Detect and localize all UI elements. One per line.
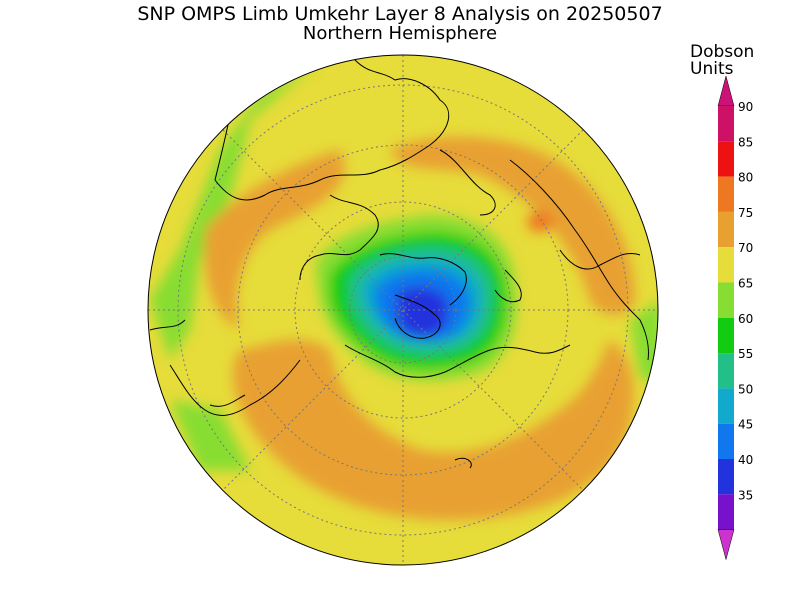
colorbar-segment xyxy=(718,353,734,389)
map-subtitle: Northern Hemisphere xyxy=(302,23,498,44)
ozone-field xyxy=(148,55,658,565)
colorbar-segment xyxy=(718,317,734,354)
colorbar-segment xyxy=(718,494,734,530)
field-patch-65 xyxy=(150,60,320,360)
colorbar-segment xyxy=(718,106,734,142)
colorbar-tick-label: 75 xyxy=(738,206,753,220)
colorbar-tick-label: 70 xyxy=(738,241,753,255)
graticule xyxy=(148,55,658,565)
colorbar-tick-label: 55 xyxy=(738,347,753,361)
colorbar-tick-label: 45 xyxy=(738,418,753,432)
colorbar-segment xyxy=(718,388,734,424)
field-band-75-ne xyxy=(390,136,635,315)
colorbar-segment xyxy=(718,247,734,283)
colorbar-bottom-arrow xyxy=(717,529,735,561)
colorbar-segment xyxy=(718,459,734,495)
colorbar-tick-label: 40 xyxy=(738,453,753,467)
colorbar-tick-label: 90 xyxy=(738,100,753,114)
colorbar-unit-label-2: Units xyxy=(690,59,734,79)
map-title: SNP OMPS Limb Umkehr Layer 8 Analysis on… xyxy=(137,3,663,25)
colorbar-top-arrow xyxy=(717,75,735,107)
colorbar-segment xyxy=(718,423,734,459)
colorbar-tick-label: 50 xyxy=(738,382,753,396)
colorbar-segment xyxy=(718,211,734,248)
colorbar-tick-label: 35 xyxy=(738,488,753,502)
colorbar-tick-label: 80 xyxy=(738,171,753,185)
field-patch-80 xyxy=(527,212,553,232)
field-band-75-nw xyxy=(204,150,345,330)
field-band-75-s xyxy=(232,339,634,520)
colorbar-segment xyxy=(718,141,734,177)
coastlines xyxy=(149,59,649,469)
colorbar-tick-label: 85 xyxy=(738,135,753,149)
field-patch-65c xyxy=(170,400,250,470)
map-boundary xyxy=(147,54,659,566)
colorbar-tick-label: 65 xyxy=(738,277,753,291)
colorbar-tick-label: 60 xyxy=(738,312,753,326)
colorbar-segment xyxy=(718,282,734,318)
colorbar-unit-label-1: Dobson xyxy=(690,42,755,62)
colorbar-segment xyxy=(718,176,734,212)
